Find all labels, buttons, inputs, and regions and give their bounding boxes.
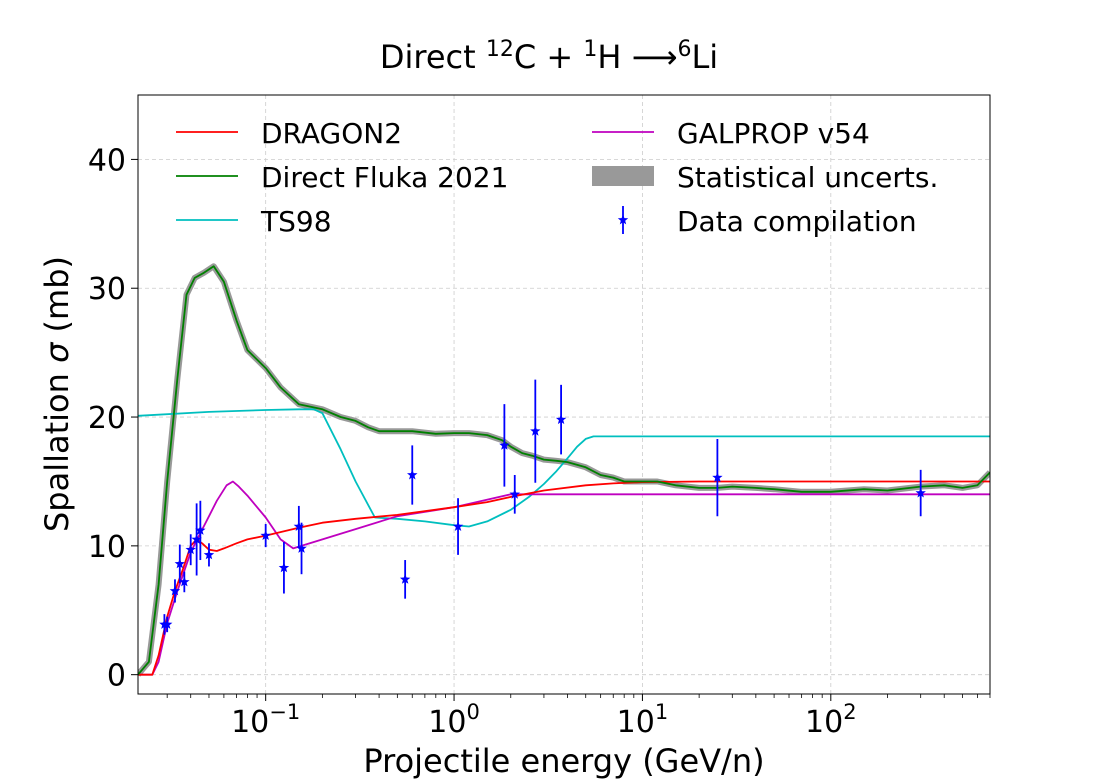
series-line-ts98: [138, 408, 990, 528]
legend-data-compilation-marker: [617, 214, 629, 225]
y-tick-label: 40: [88, 143, 126, 178]
data-point: [161, 618, 173, 629]
data-point: [185, 544, 196, 555]
data-point: [260, 530, 271, 540]
data-point: [296, 542, 307, 553]
x-tick-label: 101: [617, 700, 669, 740]
y-axis: 0 10 20 30 40: [88, 143, 138, 694]
data-point: [293, 521, 305, 531]
y-axis-label: Spallation σ (mb): [38, 256, 76, 532]
data-point: [509, 488, 520, 499]
legend-statistical-uncerts--swatch: [592, 166, 654, 186]
data-point: [169, 585, 181, 596]
data-point: [530, 425, 541, 436]
x-tick-label: 10−1: [231, 700, 300, 740]
legend-direct-fluka-2021-label: Direct Fluka 2021: [261, 161, 508, 194]
data-point: [555, 414, 567, 425]
data-point: [915, 487, 926, 498]
data-point: [203, 549, 215, 560]
data-point: [174, 558, 185, 569]
x-axis-label: Projectile energy (GeV/n): [363, 742, 764, 780]
series-line-direct-fluka-2021: [138, 265, 990, 676]
y-tick-label: 30: [88, 272, 126, 307]
data-point: [452, 521, 464, 531]
chart-title: Direct 12C + 1H ⟶6Li: [380, 37, 718, 76]
y-tick-label: 0: [107, 659, 126, 694]
x-axis: 10−1 100 101 102: [166, 694, 991, 740]
x-tick-label: 100: [428, 700, 480, 740]
legend: DRAGON2 Direct Fluka 2021 TS98 GALPROP v54 S…: [176, 117, 938, 238]
y-tick-label: 10: [88, 530, 126, 565]
plot-frame: [137, 94, 991, 695]
data-point: [191, 533, 202, 544]
data-point: [278, 562, 290, 573]
grid: [138, 95, 990, 694]
data-point: [399, 573, 411, 584]
data-points: [159, 379, 926, 635]
y-tick-label: 20: [88, 401, 126, 436]
legend-statistical-uncerts--label: Statistical uncerts.: [677, 161, 938, 194]
legend-ts98-label: TS98: [260, 205, 332, 238]
legend-galprop-v54-label: GALPROP v54: [677, 117, 870, 150]
data-point: [179, 576, 190, 587]
data-point: [195, 524, 206, 535]
series-layer: [138, 263, 990, 677]
data-point: [712, 472, 723, 482]
legend-dragon2-label: DRAGON2: [261, 117, 402, 150]
x-tick-label: 102: [805, 700, 857, 740]
data-point: [499, 439, 510, 450]
data-point: [407, 469, 418, 480]
legend-data-compilation-label: Data compilation: [677, 205, 917, 238]
